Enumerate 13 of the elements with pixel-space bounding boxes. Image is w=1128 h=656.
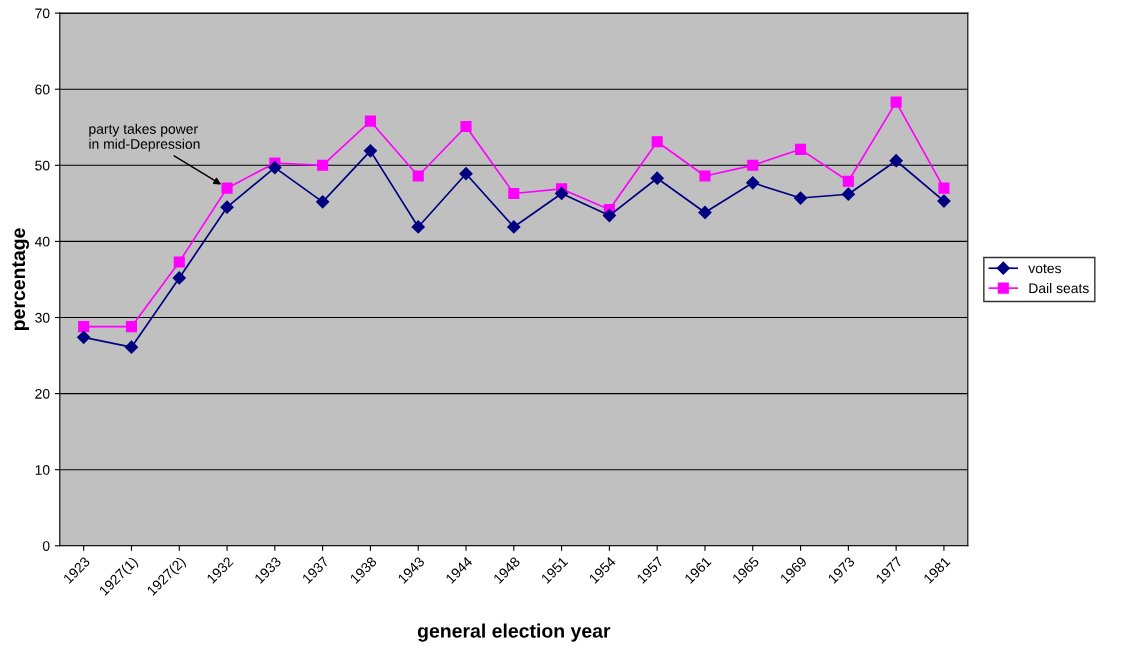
- y-tick-label: 50: [35, 160, 50, 171]
- y-tick-label: 10: [35, 465, 50, 475]
- y-tick-label: 20: [35, 388, 50, 399]
- annotation: party takes power in mid-Depression: [89, 123, 200, 152]
- y-tick-label: 60: [35, 84, 50, 95]
- y-tick-label: 40: [34, 236, 50, 247]
- legend-label: votes: [1028, 264, 1061, 274]
- y-tick-label: 30: [35, 312, 50, 323]
- legend-label: Dail seats: [1029, 282, 1089, 294]
- y-tick-label: 70: [35, 8, 50, 19]
- y-axis-title: percentage: [12, 228, 30, 331]
- x-axis-title: general election year: [417, 623, 611, 642]
- y-tick-label: 0: [42, 541, 50, 551]
